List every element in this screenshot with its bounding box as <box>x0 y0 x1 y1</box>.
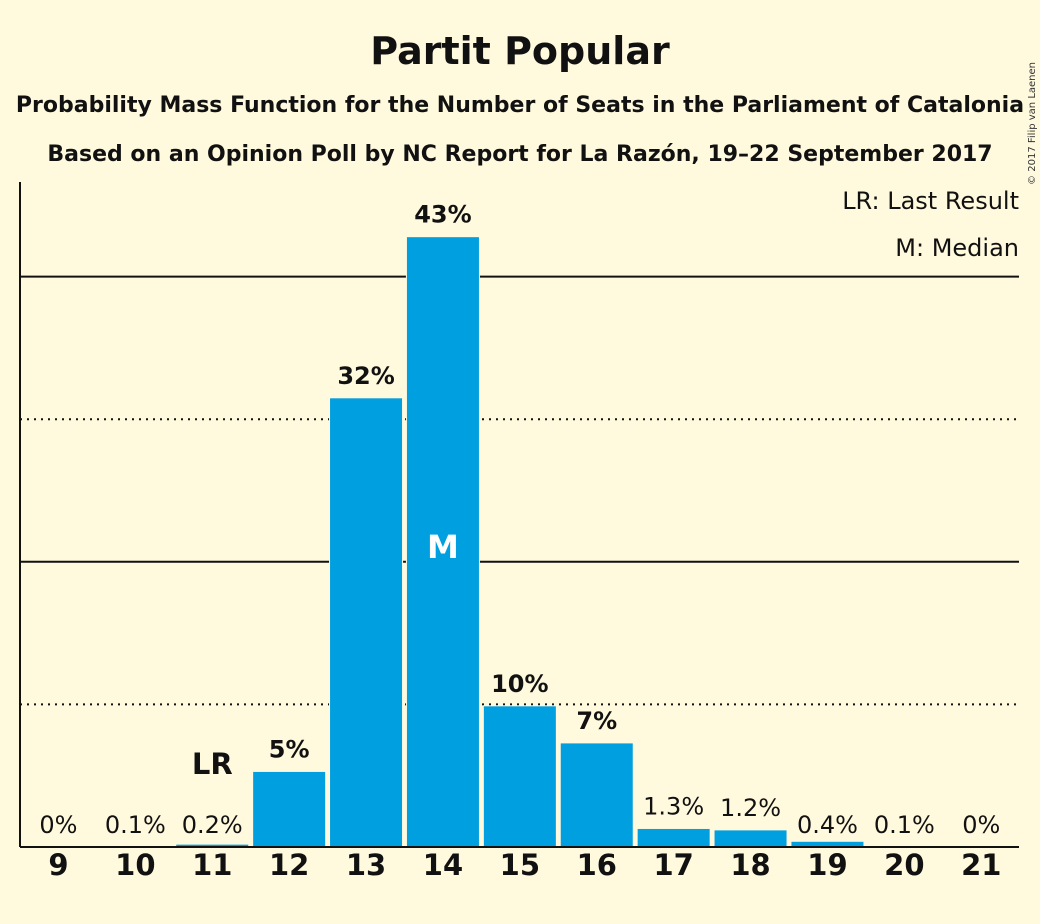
x-tick-label-16: 16 <box>577 848 617 882</box>
value-label-19: 0.4% <box>797 811 858 839</box>
bar-18 <box>713 829 788 848</box>
value-label-9: 0% <box>39 811 77 839</box>
copyright-notice: © 2017 Filip van Laenen <box>1027 62 1038 185</box>
value-label-12: 5% <box>269 735 310 763</box>
bars <box>98 236 942 848</box>
value-label-20: 0.1% <box>874 811 935 839</box>
x-tick-label-10: 10 <box>115 848 155 882</box>
value-label-14: 43% <box>414 201 471 229</box>
legend-last-result: LR: Last Result <box>842 187 1019 215</box>
x-tick-label-20: 20 <box>884 848 924 882</box>
x-tick-label-15: 15 <box>500 848 540 882</box>
bar-12 <box>252 770 327 848</box>
x-tick-label-14: 14 <box>423 848 463 882</box>
value-label-15: 10% <box>491 670 548 698</box>
chart-subtitle-2: Based on an Opinion Poll by NC Report fo… <box>47 142 992 167</box>
chart-subtitle-1: Probability Mass Function for the Number… <box>16 93 1024 118</box>
legend-median: M: Median <box>895 234 1019 262</box>
value-label-17: 1.3% <box>643 792 704 820</box>
value-label-16: 7% <box>576 707 617 735</box>
value-label-18: 1.2% <box>720 794 781 822</box>
bar-15 <box>482 705 557 848</box>
x-tick-label-9: 9 <box>48 848 68 882</box>
bar-17 <box>636 827 711 848</box>
x-tick-label-21: 21 <box>961 848 1001 882</box>
value-label-11: 0.2% <box>182 811 243 839</box>
gridlines <box>19 182 1019 847</box>
x-tick-label-13: 13 <box>346 848 386 882</box>
median-marker: M <box>427 528 459 566</box>
bar-14 <box>405 236 480 848</box>
chart-title: Partit Popular <box>370 29 670 73</box>
value-label-13: 32% <box>337 362 394 390</box>
value-label-10: 0.1% <box>105 811 166 839</box>
x-tick-label-11: 11 <box>192 848 232 882</box>
last-result-marker: LR <box>192 747 233 781</box>
value-label-21: 0% <box>962 811 1000 839</box>
value-labels: 0% 0.1% 0.2% 5% 32% 43% 10% 7% 1.3% 1.2% 0.4% 0.1% 0… <box>39 201 1000 839</box>
x-tick-label-19: 19 <box>807 848 847 882</box>
bar-13 <box>329 397 404 848</box>
x-axis: 9 10 11 12 13 14 15 16 17 18 19 20 21 <box>20 846 1019 882</box>
x-tick-label-17: 17 <box>653 848 693 882</box>
bar-16 <box>559 742 634 848</box>
x-tick-label-12: 12 <box>269 848 309 882</box>
x-tick-label-18: 18 <box>730 848 770 882</box>
